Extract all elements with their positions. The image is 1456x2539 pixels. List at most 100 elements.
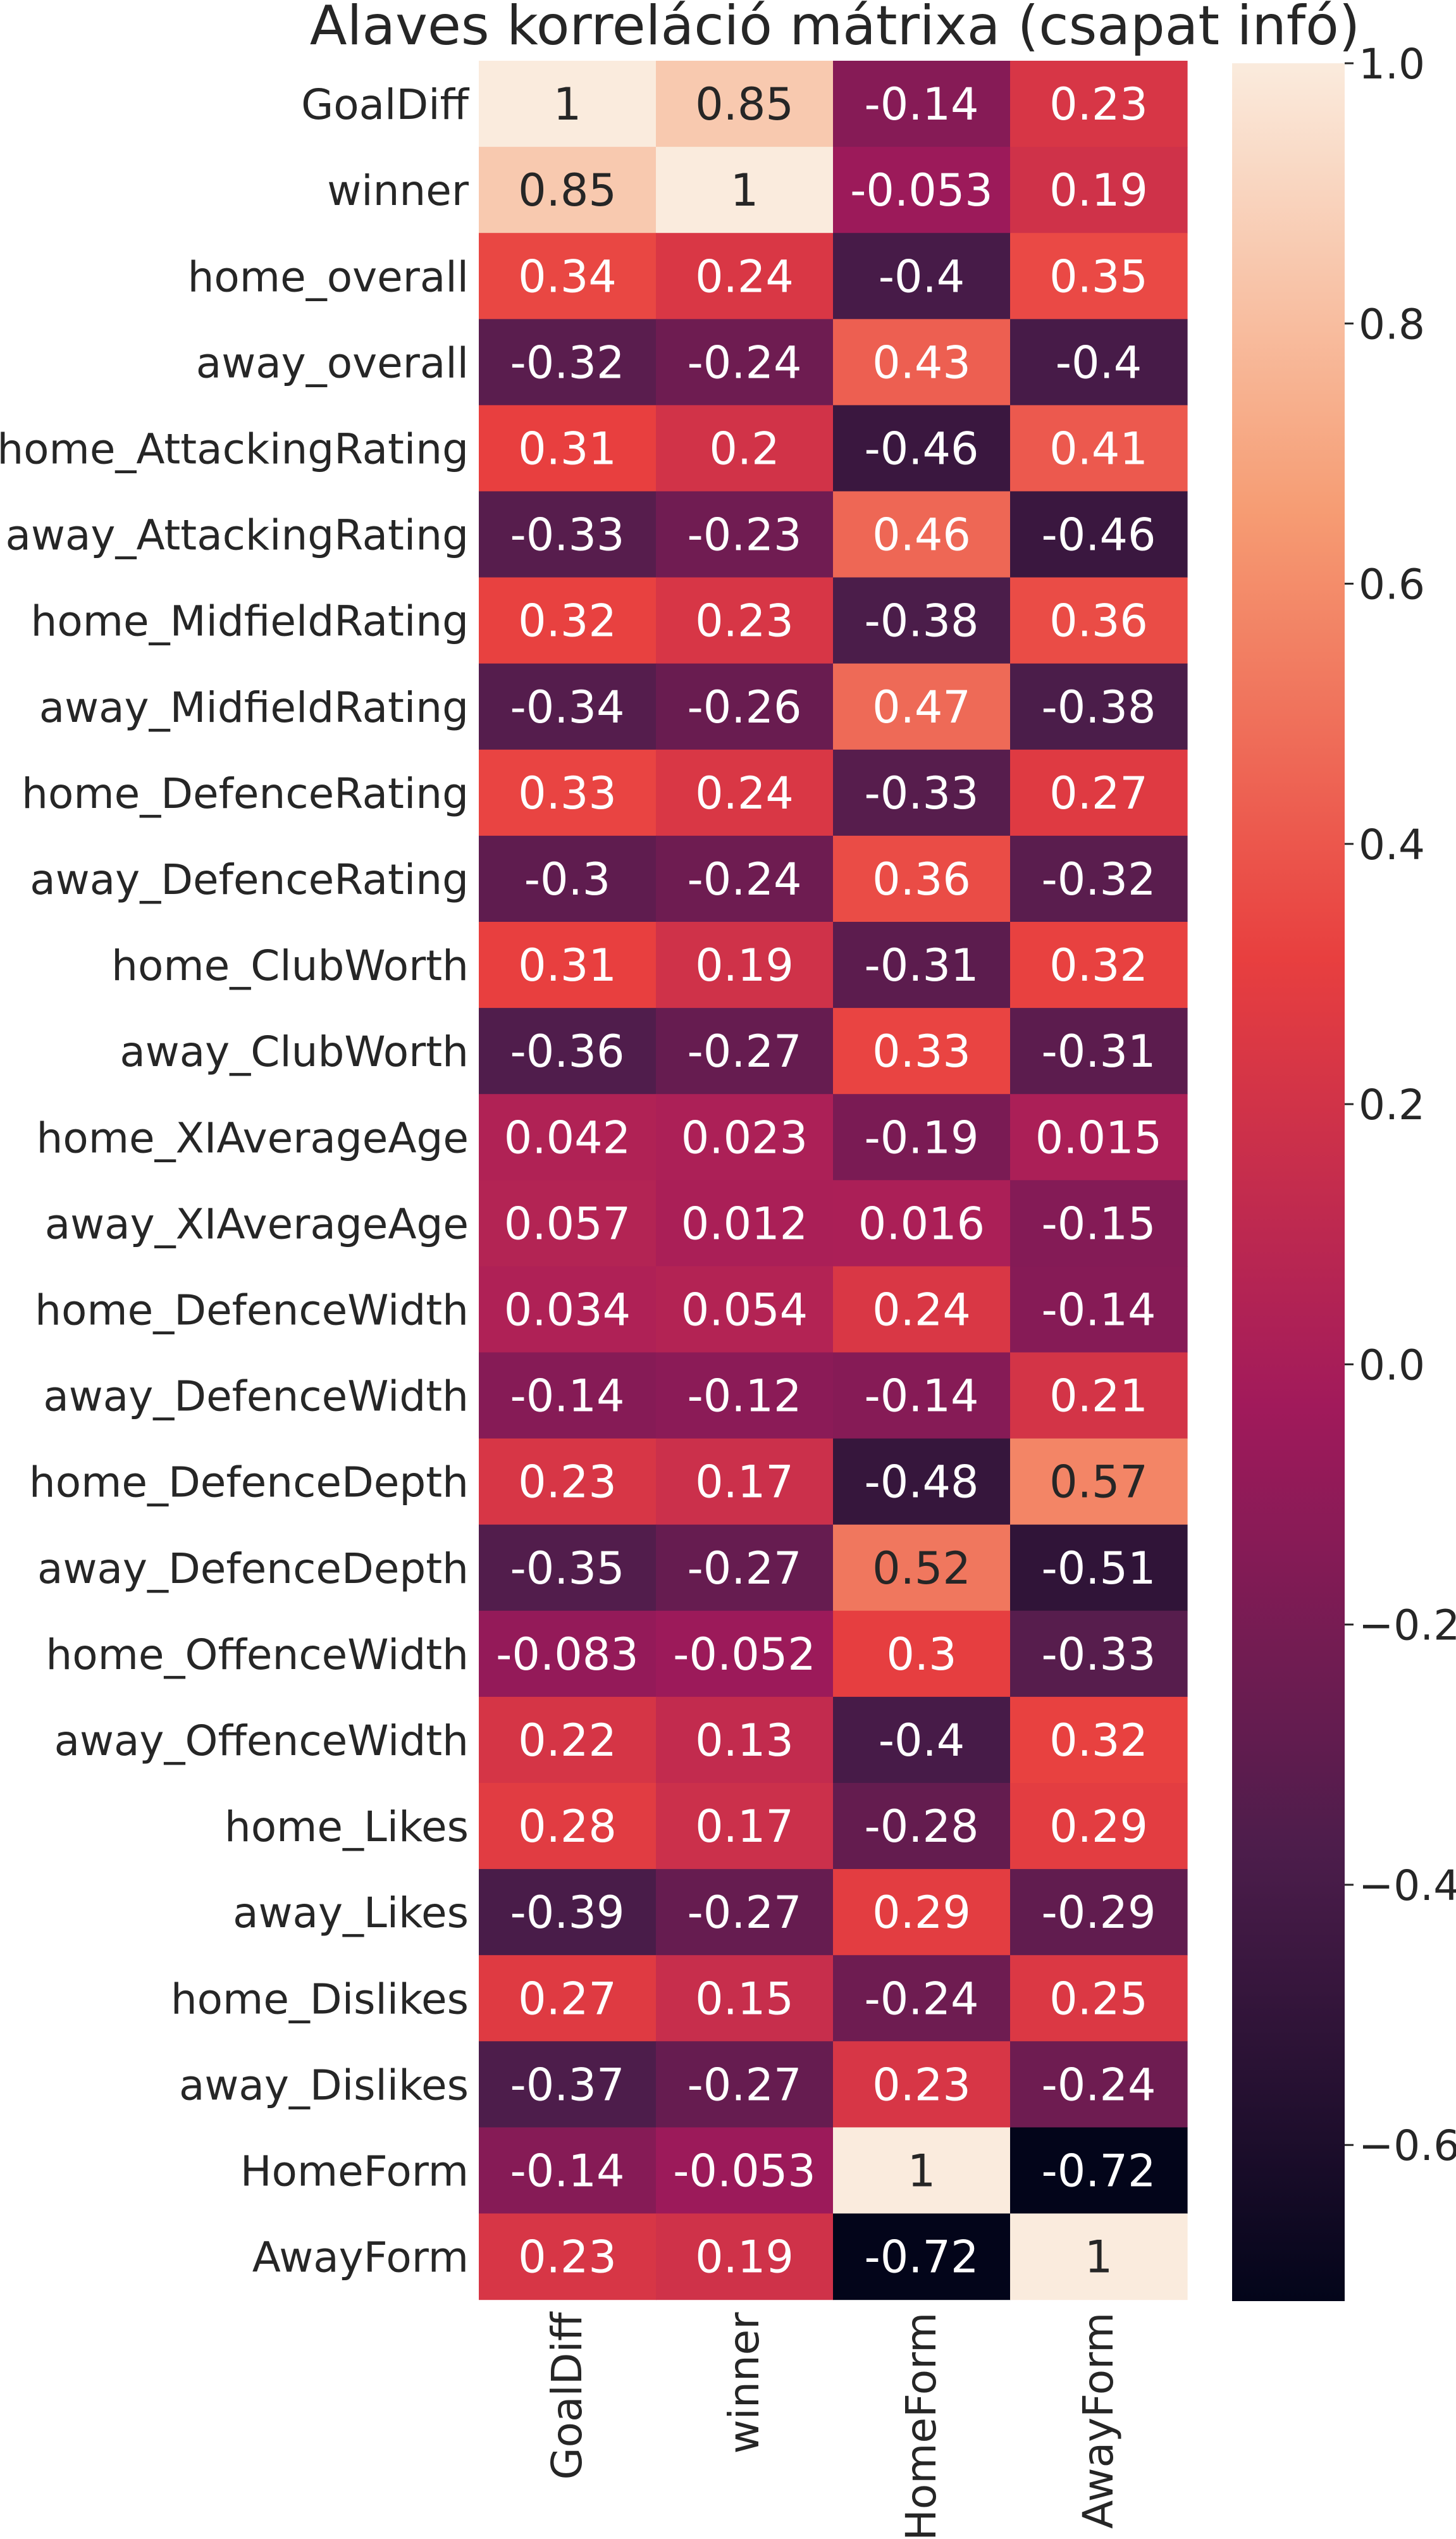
cell-value-label: 0.32 bbox=[1049, 940, 1148, 991]
heatmap-cell bbox=[1010, 749, 1188, 836]
heatmap-cell bbox=[656, 1094, 834, 1181]
heatmap-cell bbox=[656, 1008, 834, 1095]
heatmap-cell bbox=[833, 922, 1011, 1009]
cell-value-label: 0.46 bbox=[872, 509, 971, 561]
cell-value-label: 0.2 bbox=[709, 423, 779, 475]
heatmap-cell bbox=[833, 2213, 1011, 2300]
heatmap-cell bbox=[656, 835, 834, 922]
row-tick-label: home_DefenceWidth bbox=[35, 1286, 469, 1334]
cell-value-label: -0.27 bbox=[687, 2059, 801, 2111]
cell-value-label: 0.27 bbox=[1049, 767, 1148, 819]
cell-value-label: -0.48 bbox=[864, 1456, 978, 1508]
heatmap-cell bbox=[656, 1266, 834, 1353]
cell-value-label: -0.24 bbox=[864, 1973, 978, 2025]
heatmap-cell bbox=[1010, 1783, 1188, 1870]
heatmap-cell bbox=[1010, 922, 1188, 1009]
heatmap-cell bbox=[656, 1783, 834, 1870]
heatmap-cell bbox=[1010, 1955, 1188, 2042]
cell-value-label: 0.016 bbox=[858, 1198, 985, 1250]
heatmap-cell bbox=[479, 61, 657, 147]
cell-value-label: -0.34 bbox=[510, 681, 624, 733]
colorbar-gradient bbox=[1232, 63, 1345, 2301]
cell-value-label: 0.23 bbox=[872, 2059, 971, 2111]
colorbar-tick-label: 0.8 bbox=[1359, 300, 1425, 349]
row-tick-label: home_ClubWorth bbox=[111, 941, 469, 990]
cell-value-label: 0.33 bbox=[872, 1026, 971, 1077]
colorbar-tick-label: 0.6 bbox=[1359, 561, 1425, 609]
cell-value-label: 0.3 bbox=[886, 1629, 956, 1680]
cell-value-label: 0.22 bbox=[518, 1715, 617, 1766]
heatmap-cell bbox=[1010, 2041, 1188, 2128]
cell-value-label: -0.38 bbox=[1041, 681, 1156, 733]
cell-value-label: -0.26 bbox=[687, 681, 801, 733]
heatmap-cell bbox=[1010, 405, 1188, 492]
cell-value-label: 0.31 bbox=[518, 940, 617, 991]
heatmap-cell bbox=[479, 1955, 657, 2042]
cell-value-label: 0.24 bbox=[695, 767, 794, 819]
row-tick-label: winner bbox=[327, 166, 469, 215]
heatmap-cell bbox=[479, 319, 657, 406]
heatmap-cell bbox=[479, 922, 657, 1009]
cell-value-label: -0.32 bbox=[1041, 854, 1156, 905]
heatmap-cell bbox=[833, 233, 1011, 320]
row-tick-label: away_OffenceWidth bbox=[54, 1716, 469, 1765]
cell-value-label: 0.34 bbox=[518, 251, 617, 302]
heatmap-cell bbox=[833, 1696, 1011, 1784]
heatmap-cell bbox=[479, 491, 657, 578]
heatmap-cell bbox=[479, 2041, 657, 2128]
column-labels: GoalDiff winner HomeForm AwayForm bbox=[543, 2311, 1123, 2539]
heatmap-cell bbox=[1010, 2213, 1188, 2300]
heatmap-cell bbox=[1010, 491, 1188, 578]
cell-value-label: -0.083 bbox=[496, 1629, 639, 1680]
heatmap-cell bbox=[833, 1180, 1011, 1267]
heatmap-cells: 1 0.85 -0.14 0.23 0.85 1 -0.053 0.19 0.34 0.24 -0.… bbox=[479, 61, 1188, 2300]
heatmap-cell bbox=[833, 147, 1011, 233]
cell-value-label: -0.28 bbox=[864, 1801, 978, 1853]
heatmap-cell bbox=[833, 1955, 1011, 2042]
heatmap-cell bbox=[1010, 835, 1188, 922]
cell-value-label: -0.14 bbox=[510, 2145, 624, 2197]
cell-value-label: -0.14 bbox=[864, 1370, 978, 1422]
heatmap-cell bbox=[656, 2041, 834, 2128]
heatmap-cell bbox=[656, 2213, 834, 2300]
cell-value-label: 0.17 bbox=[695, 1456, 794, 1508]
cell-value-label: 0.85 bbox=[518, 165, 617, 216]
heatmap-cell bbox=[1010, 61, 1188, 147]
colorbar-tick-label: −0.2 bbox=[1359, 1601, 1456, 1650]
row-tick-label: away_Likes bbox=[233, 1889, 469, 1937]
heatmap-cell bbox=[656, 1869, 834, 1956]
heatmap-cell bbox=[1010, 1610, 1188, 1698]
colorbar-tick-label: 1.0 bbox=[1359, 40, 1425, 89]
heatmap-cell bbox=[479, 2213, 657, 2300]
heatmap-cell bbox=[656, 1180, 834, 1267]
cell-value-label: -0.46 bbox=[1041, 509, 1156, 561]
cell-value-label: 0.28 bbox=[518, 1801, 617, 1853]
cell-value-label: -0.19 bbox=[864, 1112, 978, 1164]
heatmap-cell bbox=[479, 577, 657, 664]
cell-value-label: 1 bbox=[553, 78, 582, 130]
cell-value-label: 0.21 bbox=[1049, 1370, 1148, 1422]
cell-value-label: -0.46 bbox=[864, 423, 978, 475]
row-tick-label: away_Dislikes bbox=[179, 2061, 469, 2109]
cell-value-label: 0.32 bbox=[1049, 1715, 1148, 1766]
cell-value-label: -0.14 bbox=[1041, 1284, 1156, 1336]
row-tick-label: away_XIAverageAge bbox=[45, 1200, 469, 1248]
heatmap-cell bbox=[479, 1610, 657, 1698]
cell-value-label: 0.43 bbox=[872, 337, 971, 388]
row-tick-label: home_Likes bbox=[225, 1803, 469, 1851]
heatmap-cell bbox=[1010, 1869, 1188, 1956]
cell-value-label: -0.12 bbox=[687, 1370, 801, 1422]
row-tick-label: away_AttackingRating bbox=[6, 511, 469, 560]
cell-value-label: -0.32 bbox=[510, 337, 624, 388]
column-tick-label: AwayForm bbox=[1074, 2312, 1123, 2529]
heatmap-cell bbox=[479, 1438, 657, 1525]
heatmap-cell bbox=[833, 663, 1011, 750]
heatmap-cell bbox=[656, 147, 834, 233]
cell-value-label: -0.27 bbox=[687, 1026, 801, 1077]
cell-value-label: -0.15 bbox=[1041, 1198, 1156, 1250]
cell-value-label: 0.19 bbox=[695, 940, 794, 991]
heatmap-cell bbox=[833, 1266, 1011, 1353]
heatmap-cell bbox=[479, 1869, 657, 1956]
row-tick-label: HomeForm bbox=[240, 2147, 469, 2195]
heatmap-cell bbox=[833, 1008, 1011, 1095]
